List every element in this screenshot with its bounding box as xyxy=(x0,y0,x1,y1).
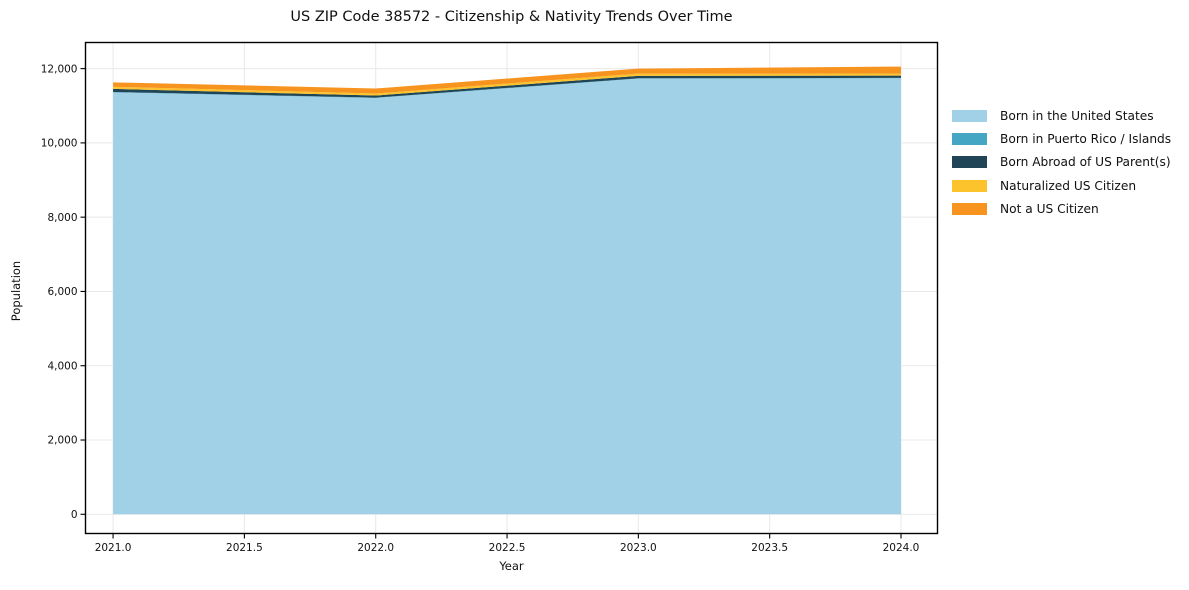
x-tick-label: 2023.5 xyxy=(751,542,788,554)
x-tick-label: 2022.0 xyxy=(357,542,394,554)
y-tick-label: 6,000 xyxy=(47,286,77,298)
y-tick-label: 2,000 xyxy=(47,435,77,447)
x-tick-label: 2021.0 xyxy=(95,542,132,554)
legend-item: Born Abroad of US Parent(s) xyxy=(952,151,1171,174)
x-tick-label: 2023.0 xyxy=(620,542,657,554)
area-series-born-in-the-united-states xyxy=(113,78,901,515)
y-tick-label: 10,000 xyxy=(41,138,78,150)
legend-item: Born in Puerto Rico / Islands xyxy=(952,127,1171,150)
chart-title: US ZIP Code 38572 - Citizenship & Nativi… xyxy=(290,9,733,25)
y-tick-label: 4,000 xyxy=(47,360,77,372)
legend-label: Born in Puerto Rico / Islands xyxy=(1000,131,1172,146)
x-axis-label: Year xyxy=(499,559,524,573)
legend-swatch xyxy=(952,203,987,216)
area-series-not-a-us-citizen xyxy=(113,66,901,94)
plot-frame xyxy=(84,41,939,535)
y-tick-label: 8,000 xyxy=(47,212,77,224)
legend-label: Not a US Citizen xyxy=(1000,202,1099,217)
area-series-born-abroad-of-us-parent-s- xyxy=(113,75,901,98)
legend-label: Naturalized US Citizen xyxy=(1000,178,1137,193)
legend-item: Not a US Citizen xyxy=(952,198,1171,221)
y-tick-label: 12,000 xyxy=(41,63,78,75)
area-series-naturalized-us-citizen xyxy=(113,73,901,96)
legend: Born in the United States Born in Puerto … xyxy=(952,104,1171,221)
legend-swatch xyxy=(952,179,987,192)
legend-item: Naturalized US Citizen xyxy=(952,174,1171,197)
x-tick-label: 2024.0 xyxy=(883,542,920,554)
legend-swatch xyxy=(952,156,987,169)
x-tick-label: 2022.5 xyxy=(489,542,526,554)
x-tick-label: 2021.5 xyxy=(226,542,263,554)
y-tick-label: 0 xyxy=(71,509,78,521)
legend-label: Born Abroad of US Parent(s) xyxy=(1000,155,1171,170)
legend-swatch xyxy=(952,109,987,122)
legend-item: Born in the United States xyxy=(952,104,1171,127)
legend-swatch xyxy=(952,133,987,146)
legend-label: Born in the United States xyxy=(1000,108,1154,123)
